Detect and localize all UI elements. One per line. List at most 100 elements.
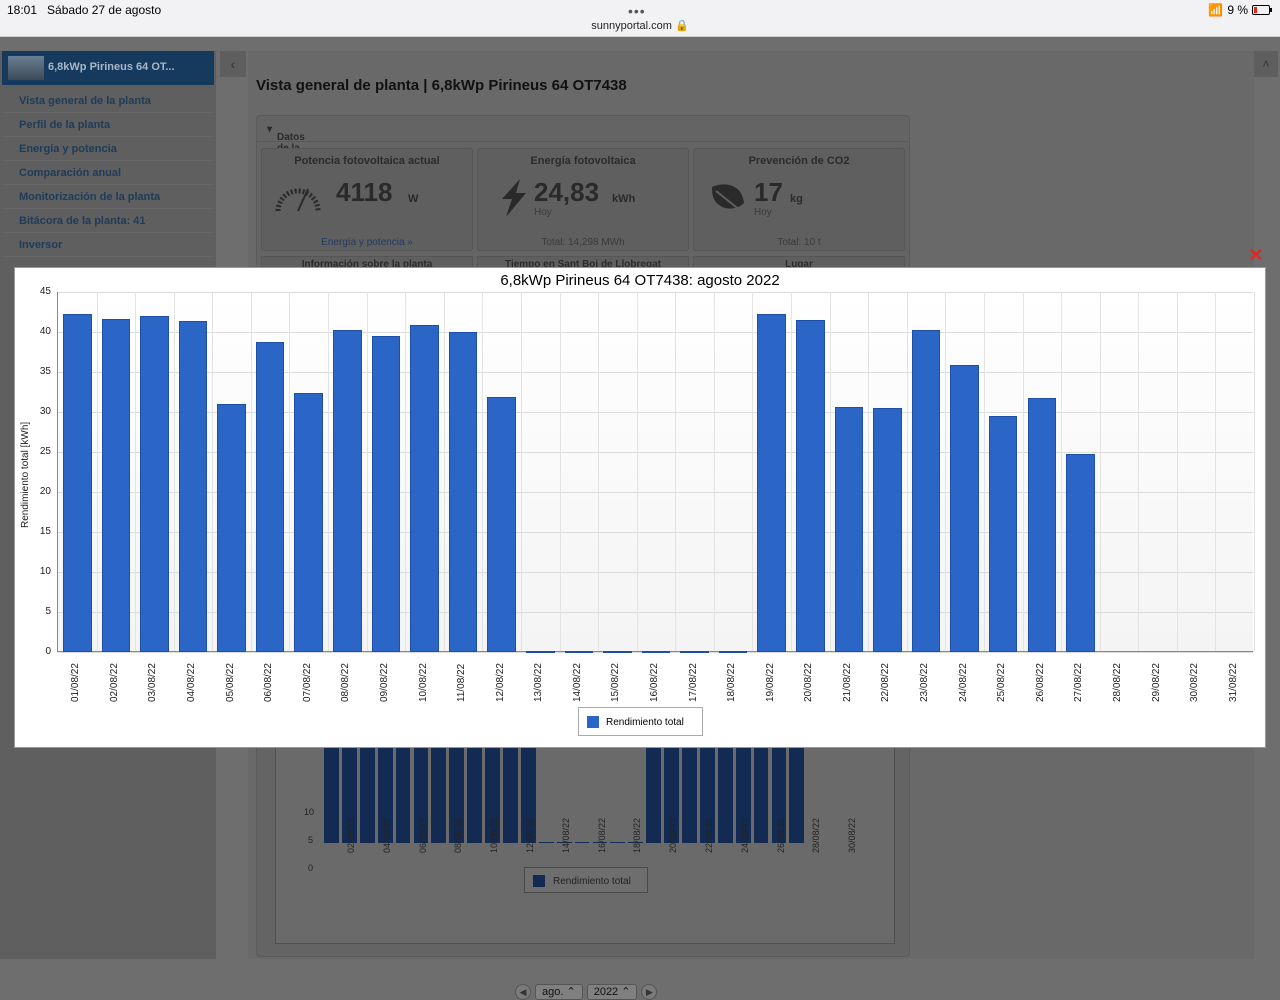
x-tick-label: 09/08/22: [378, 663, 390, 702]
chart-plot-area: [57, 292, 1255, 653]
chart-bar[interactable]: [101, 319, 131, 652]
grid-line-vertical: [212, 292, 214, 651]
chart-bar[interactable]: [680, 651, 709, 653]
grid-line-horizontal: [58, 452, 1253, 453]
close-icon[interactable]: ✕: [1248, 245, 1264, 265]
chart-bar[interactable]: [487, 396, 516, 652]
chart-bar[interactable]: [911, 330, 941, 652]
kpi-current-power: Potencia fotovoltaica actual 4118 W Ener…: [261, 148, 473, 251]
sidebar-item-logbook[interactable]: Bitácora de la planta: 41: [2, 209, 214, 233]
background-chart-bar: [556, 842, 572, 843]
chart-bar[interactable]: [140, 316, 169, 652]
grid-line-horizontal: [58, 292, 1253, 293]
battery-icon: [1252, 5, 1272, 15]
chart-bar[interactable]: [564, 651, 594, 653]
grid-line-vertical: [135, 292, 137, 651]
x-tick-label: 01/08/22: [70, 663, 82, 702]
y-tick-label: 0: [45, 646, 51, 657]
chart-legend: Rendimiento total: [578, 707, 703, 736]
grid-line-vertical: [906, 292, 908, 651]
lightning-icon: [502, 179, 526, 217]
sidebar-item-energy[interactable]: Energía y potencia: [2, 137, 214, 161]
x-tick-label: 23/08/22: [919, 663, 931, 702]
chart-bar[interactable]: [371, 336, 401, 652]
chart-bar[interactable]: [796, 320, 825, 652]
chart-bar[interactable]: [988, 416, 1018, 652]
sidebar-item-inverter[interactable]: Inversor: [2, 233, 214, 257]
x-tick-label: 20/08/22: [803, 663, 815, 702]
battery-percent: 9 %: [1227, 3, 1248, 17]
chart-bar[interactable]: [333, 329, 362, 652]
energy-power-link[interactable]: Energía y potencia »: [321, 237, 413, 248]
grid-line-vertical: [713, 292, 715, 651]
chart-bar[interactable]: [410, 324, 439, 652]
x-tick-label: 12/08/22: [494, 663, 506, 702]
y-axis-label: Rendimiento total [kWh]: [20, 421, 31, 528]
status-indicators: 📶 9 %: [1208, 3, 1272, 17]
x-tick-label: 14/08/22: [571, 663, 583, 702]
chart-bar[interactable]: [294, 392, 324, 652]
sidebar-item-monitoring[interactable]: Monitorización de la planta: [2, 185, 214, 209]
legend-label: Rendimiento total: [606, 717, 684, 728]
chart-bar[interactable]: [255, 342, 285, 652]
x-tick-label: 10/08/22: [417, 663, 429, 702]
chart-bar[interactable]: [603, 651, 632, 653]
x-tick-label: 16/08/22: [649, 663, 660, 702]
scroll-top-button[interactable]: ˄: [1254, 51, 1278, 77]
grid-line-horizontal: [58, 492, 1253, 493]
background-chart: 10 5 0 Rendimiento total 02/08/22 04/08/2…: [275, 606, 895, 944]
sidebar-item-profile[interactable]: Perfil de la planta: [2, 113, 214, 137]
chart-bar[interactable]: [217, 404, 246, 652]
grid-line-horizontal: [58, 332, 1253, 333]
chart-bar[interactable]: [1066, 453, 1095, 652]
chart-bar[interactable]: [757, 314, 786, 652]
collapse-sidebar-button[interactable]: ‹: [220, 51, 246, 77]
x-tick-label: 31/08/22: [1227, 663, 1239, 702]
x-tick-label: 04/08/22: [186, 663, 198, 702]
y-tick-label: 25: [39, 446, 51, 457]
grid-line-vertical: [983, 292, 985, 651]
next-period-button[interactable]: ▶: [641, 984, 658, 1000]
background-x-tick-label: 06/08/22: [417, 817, 428, 853]
year-select[interactable]: 2022 ⌃: [586, 984, 638, 1000]
page-title: Vista general de planta | 6,8kWp Pirineu…: [256, 77, 627, 94]
background-x-tick-label: 04/08/22: [381, 817, 392, 853]
x-tick-label: 02/08/22: [108, 663, 120, 702]
chart-title: 6,8kWp Pirineus 64 OT7438: agosto 2022: [500, 272, 780, 289]
url-bar[interactable]: sunnyportal.com 🔒: [591, 20, 689, 32]
grid-line-vertical: [1061, 292, 1063, 651]
chart-bar[interactable]: [525, 651, 555, 653]
browser-status-bar: 18:01 Sábado 27 de agosto ••• sunnyporta…: [0, 0, 1280, 37]
chart-bar[interactable]: [641, 651, 671, 653]
chart-bar[interactable]: [1027, 397, 1057, 652]
multitask-dots-icon[interactable]: •••: [628, 3, 646, 19]
grid-line-vertical: [598, 292, 600, 651]
x-tick-label: 27/08/22: [1073, 663, 1085, 702]
gauge-icon: [275, 188, 321, 212]
chart-bar[interactable]: [718, 651, 748, 653]
chart-bar[interactable]: [63, 314, 92, 652]
grid-line-vertical: [1022, 292, 1024, 651]
x-tick-label: 29/08/22: [1150, 663, 1162, 702]
y-tick-label: 40: [39, 326, 51, 337]
previous-period-button[interactable]: ◀: [515, 984, 531, 1000]
sidebar-plant-header[interactable]: 6,8kWp Pirineus 64 OT...: [2, 51, 214, 85]
sidebar-item-overview[interactable]: Vista general de la planta: [2, 89, 214, 113]
period-selector: ◀ ago. ⌃ 2022 ⌃ ▶: [515, 984, 658, 1000]
leaf-icon: [712, 184, 747, 216]
grid-line-vertical: [520, 292, 522, 651]
month-select[interactable]: ago. ⌃: [535, 984, 583, 1000]
plant-thumbnail: [8, 56, 44, 80]
x-tick-label: 22/08/22: [880, 663, 892, 702]
panel-header[interactable]: ▾ Datos de la planta: [257, 116, 909, 165]
sidebar-item-annual-comparison[interactable]: Comparación anual: [2, 161, 214, 185]
chart-bar[interactable]: [950, 364, 979, 652]
chart-bar[interactable]: [834, 407, 864, 652]
chart-bar[interactable]: [448, 332, 478, 652]
grid-line-vertical: [482, 292, 484, 651]
chart-bar[interactable]: [873, 408, 902, 652]
chart-bar[interactable]: [178, 320, 208, 652]
x-tick-label: 13/08/22: [533, 663, 545, 702]
background-x-tick-label: 14/08/22: [560, 817, 571, 853]
grid-line-vertical: [868, 292, 870, 651]
